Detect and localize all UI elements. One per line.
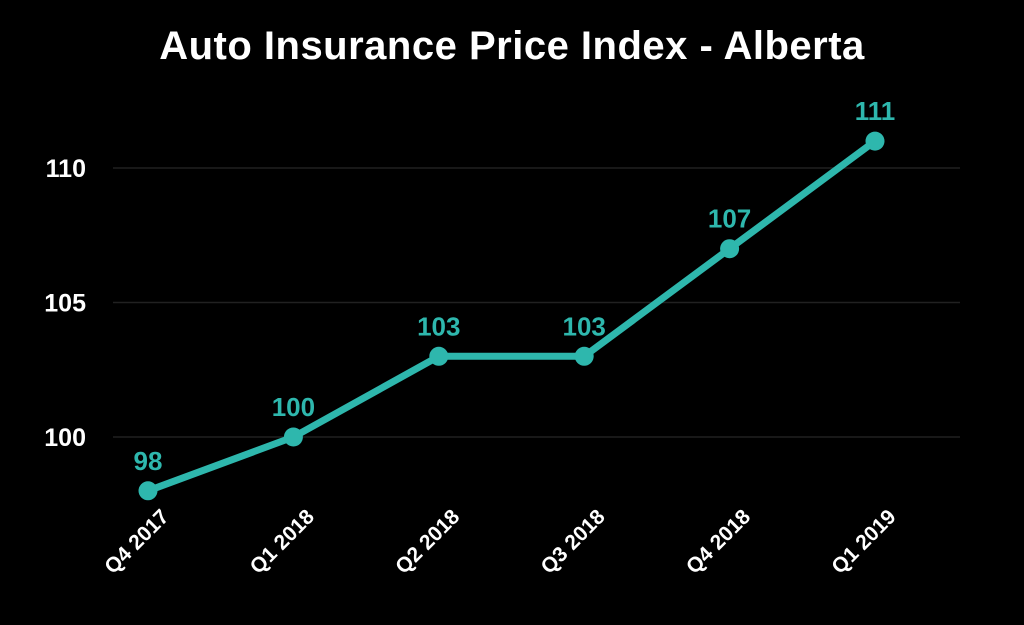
y-tick-label: 100	[44, 424, 86, 452]
data-point	[720, 239, 740, 259]
data-point	[865, 131, 885, 151]
x-tick-label: Q1 2018	[246, 505, 319, 578]
data-point-label: 100	[272, 392, 315, 422]
data-point	[429, 346, 449, 366]
price-index-line	[144, 137, 879, 495]
data-point	[283, 427, 303, 447]
data-point	[138, 481, 158, 501]
x-tick-label: Q1 2019	[827, 505, 900, 578]
chart-title: Auto Insurance Price Index - Alberta	[159, 24, 865, 68]
y-tick-label: 105	[44, 290, 86, 318]
x-tick-label: Q2 2018	[391, 505, 464, 578]
data-point-label: 107	[708, 204, 751, 234]
data-point-label: 103	[417, 311, 460, 341]
x-tick-label: Q3 2018	[536, 505, 609, 578]
data-point-label: 111	[855, 96, 896, 126]
data-point	[574, 346, 594, 366]
data-point-label: 98	[134, 446, 163, 476]
y-tick-label: 110	[46, 155, 86, 183]
x-tick-label: Q4 2017	[100, 505, 173, 578]
x-tick-label: Q4 2018	[682, 505, 755, 578]
data-point-label: 103	[563, 311, 606, 341]
